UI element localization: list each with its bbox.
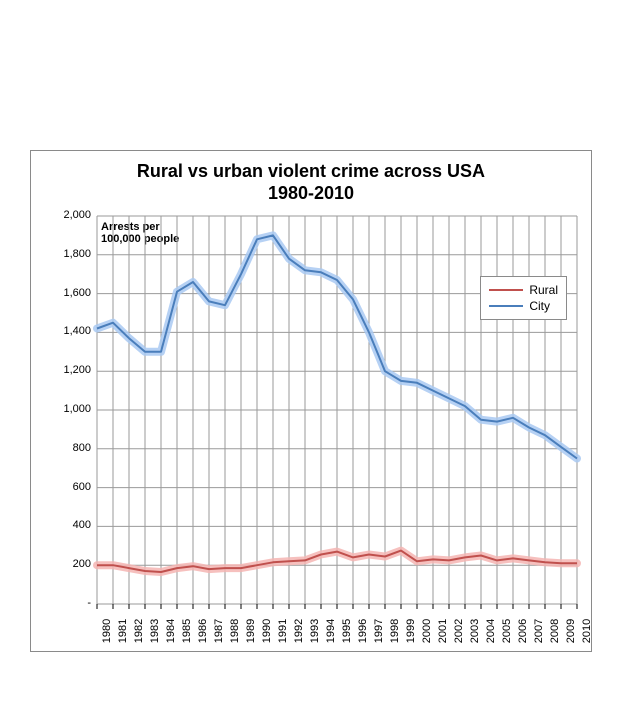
x-tick: 1986 — [197, 614, 209, 648]
x-tick: 1984 — [165, 614, 177, 648]
x-tick: 1982 — [133, 614, 145, 648]
x-tick: 1980 — [101, 614, 113, 648]
y-tick: 800 — [31, 442, 91, 454]
x-tick: 1988 — [229, 614, 241, 648]
x-tick: 1994 — [325, 614, 337, 648]
x-tick: 2008 — [549, 614, 561, 648]
x-tick: 2000 — [421, 614, 433, 648]
x-tick: 1992 — [293, 614, 305, 648]
x-tick: 1987 — [213, 614, 225, 648]
x-tick: 2003 — [469, 614, 481, 648]
legend-label-rural: Rural — [529, 283, 558, 297]
x-tick: 1989 — [245, 614, 257, 648]
y-tick: 1,800 — [31, 248, 91, 260]
y-tick: 1,000 — [31, 403, 91, 415]
x-tick: 2001 — [437, 614, 449, 648]
x-tick: 1999 — [405, 614, 417, 648]
y-tick: 1,200 — [31, 364, 91, 376]
x-tick: 1993 — [309, 614, 321, 648]
y-tick: - — [31, 597, 91, 609]
x-tick: 2004 — [485, 614, 497, 648]
x-tick: 2009 — [565, 614, 577, 648]
chart-card: Rural vs urban violent crime across USA … — [30, 150, 592, 652]
x-tick: 1996 — [357, 614, 369, 648]
x-tick: 2007 — [533, 614, 545, 648]
y-tick: 200 — [31, 558, 91, 570]
x-tick: 1990 — [261, 614, 273, 648]
y-tick: 1,400 — [31, 325, 91, 337]
y-tick: 1,600 — [31, 287, 91, 299]
x-tick: 1991 — [277, 614, 289, 648]
y-tick: 600 — [31, 481, 91, 493]
plot-area — [31, 151, 591, 651]
legend-item-city: City — [489, 299, 558, 313]
x-tick: 2006 — [517, 614, 529, 648]
x-tick: 2010 — [581, 614, 593, 648]
x-tick: 1981 — [117, 614, 129, 648]
legend-swatch-city — [489, 305, 523, 307]
legend-label-city: City — [529, 299, 550, 313]
legend-item-rural: Rural — [489, 283, 558, 297]
x-tick: 2005 — [501, 614, 513, 648]
y-tick: 400 — [31, 519, 91, 531]
x-tick: 1998 — [389, 614, 401, 648]
x-tick: 1985 — [181, 614, 193, 648]
legend-swatch-rural — [489, 289, 523, 291]
x-tick: 1983 — [149, 614, 161, 648]
legend: Rural City — [480, 276, 567, 320]
x-tick: 1997 — [373, 614, 385, 648]
x-tick: 2002 — [453, 614, 465, 648]
y-tick: 2,000 — [31, 209, 91, 221]
x-tick: 1995 — [341, 614, 353, 648]
